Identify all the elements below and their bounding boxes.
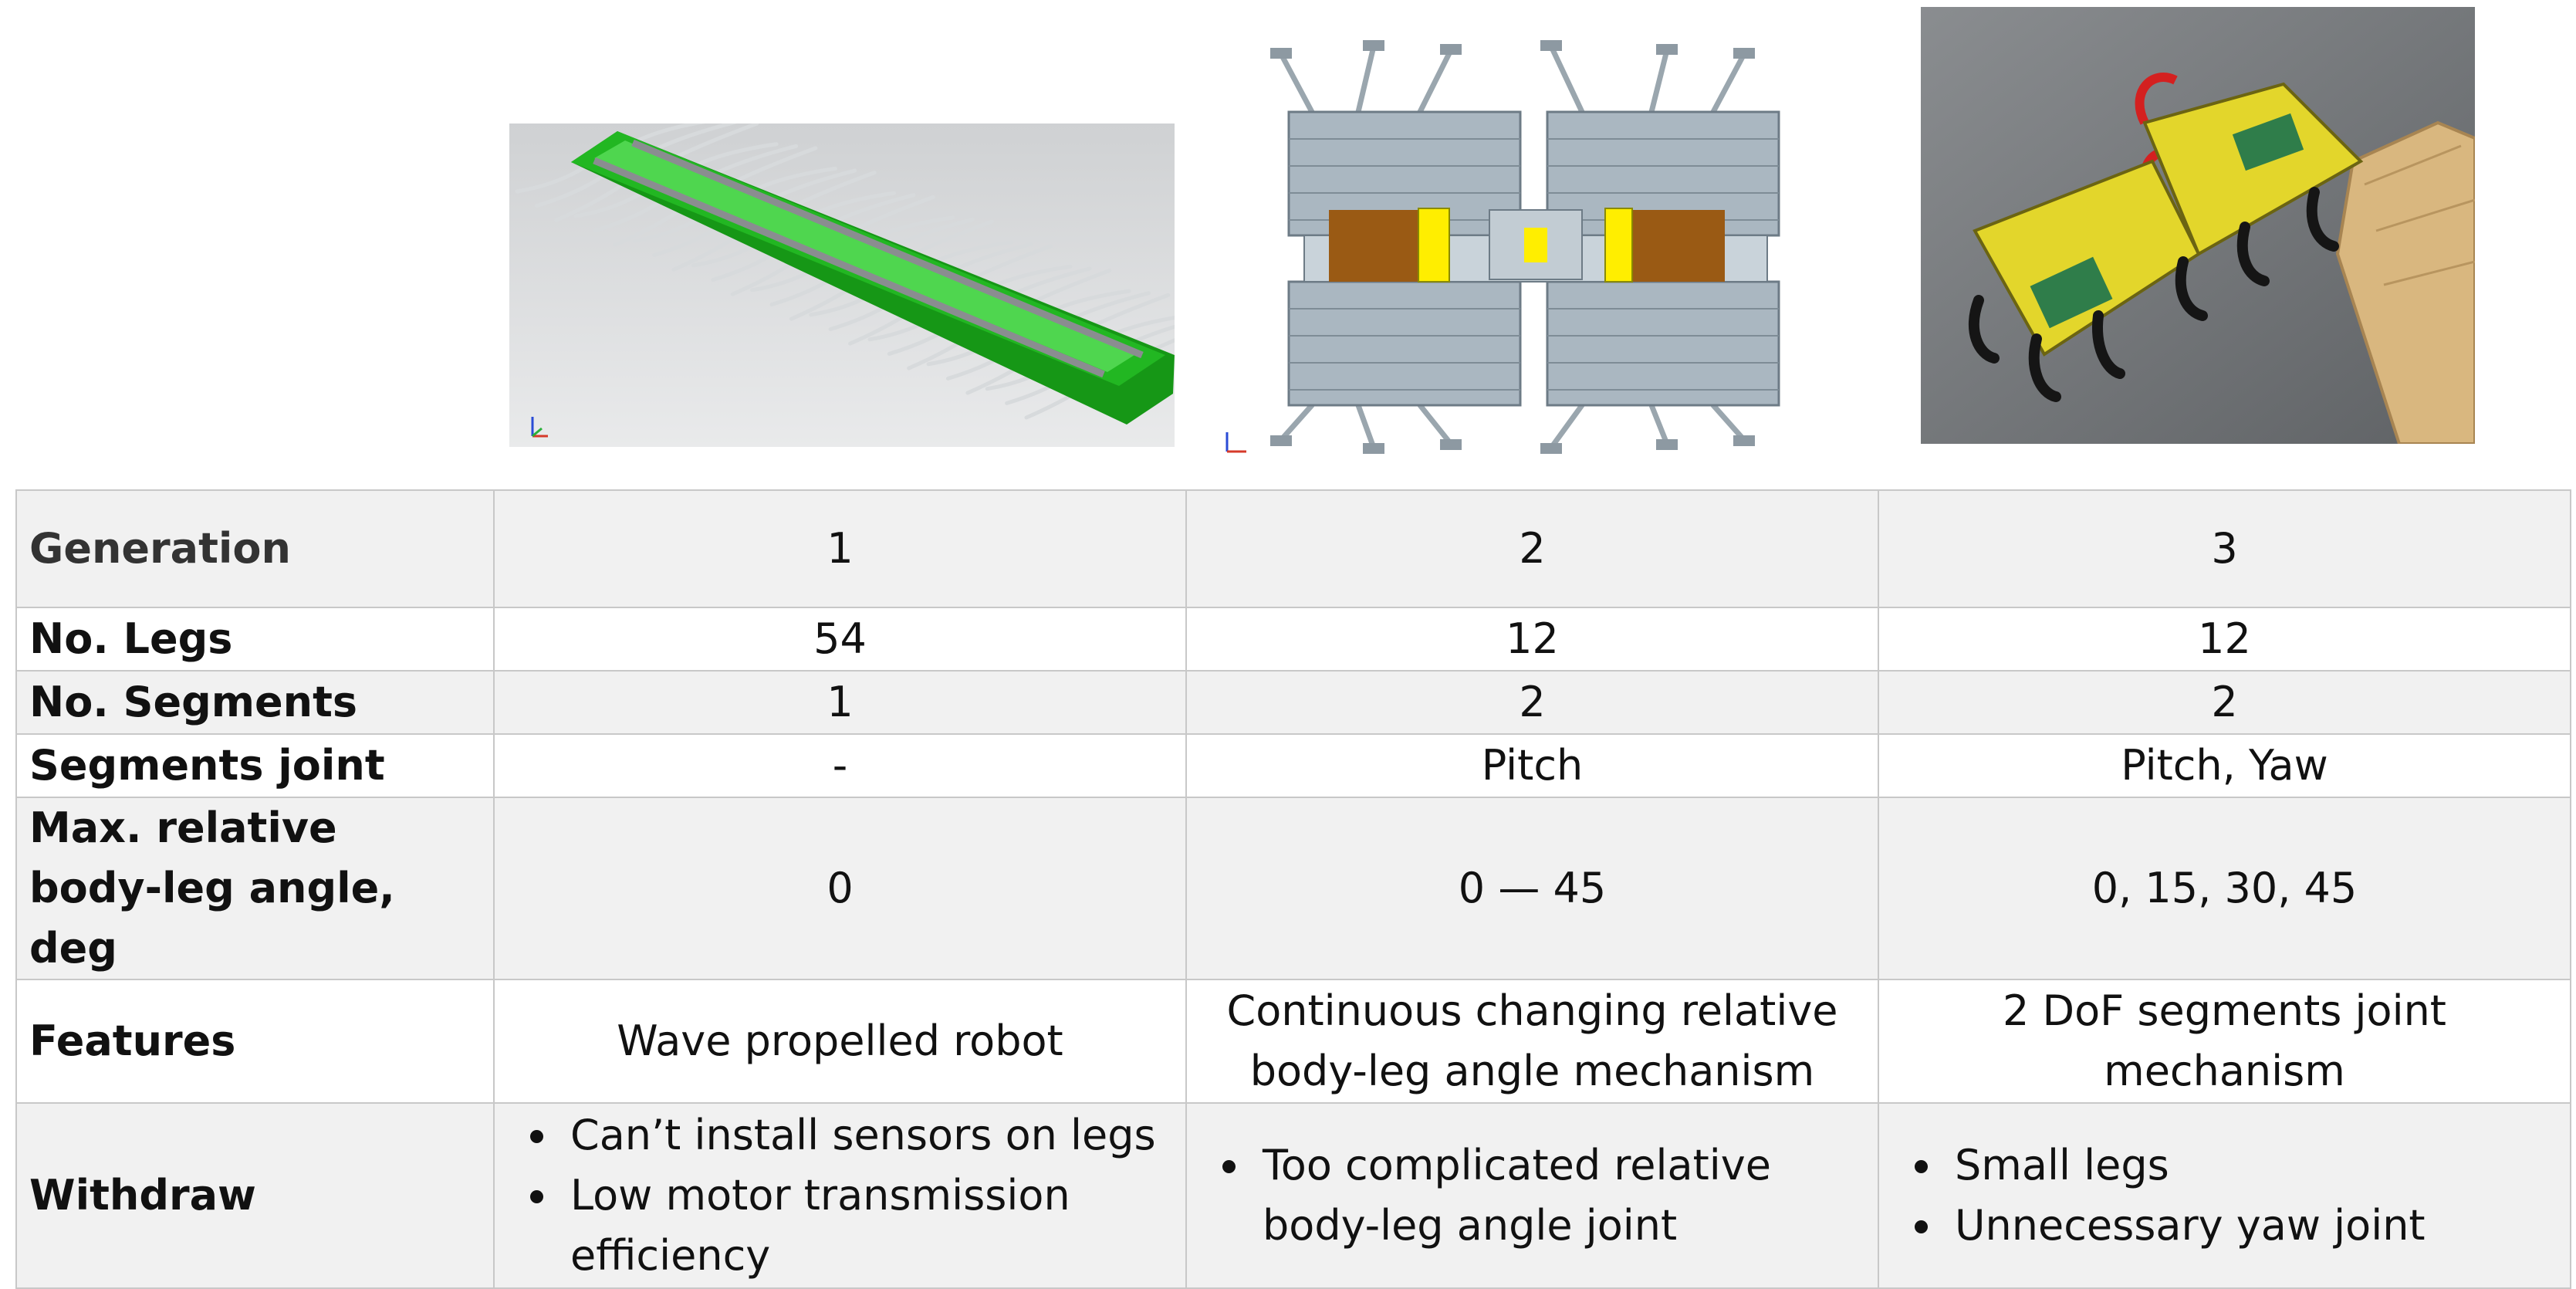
row-label-segments: No. Segments (15, 670, 495, 735)
table-row-legs: No. Legs 54 12 12 (15, 607, 2571, 672)
features-gen2-cell: Continuous changing relative body-leg an… (1185, 979, 1879, 1104)
leg-stroke (1278, 51, 1315, 115)
foot-pad (1733, 435, 1755, 446)
leg-stroke (1417, 402, 1454, 447)
list-item: Too complicated relative body-leg angle … (1253, 1135, 1865, 1256)
foot-pad (1540, 443, 1562, 454)
withdraw-gen2-list: Too complicated relative body-leg angle … (1199, 1135, 1865, 1256)
segments-gen3-cell: 2 (1878, 670, 2571, 735)
table-row-max-angle: Max. relative body-leg angle, deg 0 0 — … (15, 797, 2571, 980)
foot-pad (1363, 443, 1384, 454)
table-row-segments: No. Segments 1 2 2 (15, 670, 2571, 735)
foot-pad (1540, 40, 1562, 51)
withdraw-gen1-cell: Can’t install sensors on legs Low motor … (493, 1102, 1187, 1289)
leg-stroke (630, 123, 706, 145)
leg-stroke (1355, 43, 1377, 115)
legs-gen3-cell: 12 (1878, 607, 2571, 672)
generation-2-robot-image (1219, 31, 1806, 463)
foot-pad (1440, 439, 1462, 450)
leg-stroke (1648, 47, 1670, 115)
leg-stroke (1548, 43, 1585, 115)
leg-stroke (670, 123, 759, 161)
row-label-max-angle-line-1: Max. relative (29, 804, 337, 852)
leg-stroke (1710, 51, 1747, 115)
row-label-features: Features (15, 979, 495, 1104)
angle-gen2-cell: 0 — 45 (1185, 797, 1879, 980)
list-item: Unnecessary yaw joint (1946, 1196, 2557, 1256)
features-gen1-line-1: Wave propelled robot (617, 1017, 1063, 1065)
foot-pad (1270, 48, 1292, 59)
robot-generations-table: Generation 1 2 3 No. Legs 54 12 12 No. S… (15, 489, 2571, 1289)
leg-stroke (1710, 402, 1747, 443)
generation-3-robot-photo (1921, 7, 2475, 444)
withdraw-gen2-cell: Too complicated relative body-leg angle … (1185, 1102, 1879, 1289)
generation-1-robot-image (509, 123, 1175, 447)
list-item: Small legs (1946, 1135, 2557, 1196)
foot-pad (1656, 439, 1678, 450)
table-row-features: Features Wave propelled robot Continuous… (15, 979, 2571, 1104)
table-row-withdraw: Withdraw Can’t install sensors on legs L… (15, 1102, 2571, 1289)
features-gen2-line-2: body-leg angle mechanism (1249, 1047, 1815, 1095)
foot-pad (1270, 435, 1292, 446)
list-item: Low motor transmission efficiency (561, 1166, 1173, 1286)
withdraw-gen3-list: Small legs Unnecessary yaw joint (1891, 1135, 2557, 1256)
features-gen2-line-1: Continuous changing relative (1226, 986, 1838, 1035)
leg-stroke (1278, 402, 1315, 443)
foot-pad (1656, 44, 1678, 55)
joint-gen1-cell: - (493, 733, 1187, 798)
features-gen1-cell: Wave propelled robot (493, 979, 1187, 1104)
foot-pad (1363, 40, 1384, 51)
legs-gen2-cell: 12 (1185, 607, 1879, 672)
leg-stroke (1417, 47, 1454, 115)
row-label-segments-joint: Segments joint (15, 733, 495, 798)
segments-gen1-cell: 1 (493, 670, 1187, 735)
row-label-max-angle-line-2: body-leg angle, deg (29, 864, 395, 973)
features-gen3-line-2: mechanism (2104, 1047, 2345, 1095)
axis-triad-icon (531, 417, 548, 438)
angle-gen3-cell: 0, 15, 30, 45 (1878, 797, 2571, 980)
row-label-max-angle: Max. relative body-leg angle, deg (15, 797, 495, 980)
leg-stroke (1648, 402, 1670, 447)
features-gen3-cell: 2 DoF segments joint mechanism (1878, 979, 2571, 1104)
angle-gen1-cell: 0 (493, 797, 1187, 980)
generation-2-cell: 2 (1185, 489, 1879, 608)
foot-pad (1733, 48, 1755, 59)
segments-gen2-cell: 2 (1185, 670, 1879, 735)
leg-stroke (1548, 402, 1585, 451)
list-item: Can’t install sensors on legs (561, 1105, 1173, 1166)
row-label-generation: Generation (15, 489, 495, 608)
row-label-withdraw: Withdraw (15, 1102, 495, 1289)
joint-gen2-cell: Pitch (1185, 733, 1879, 798)
joint-gen3-cell: Pitch, Yaw (1878, 733, 2571, 798)
row-label-legs: No. Legs (15, 607, 495, 672)
leg-stroke (1355, 402, 1377, 451)
axis-triad-icon (1225, 432, 1246, 453)
leg-stroke (650, 123, 739, 154)
generation-3-cell: 3 (1878, 489, 2571, 608)
table-row-segments-joint: Segments joint - Pitch Pitch, Yaw (15, 733, 2571, 798)
withdraw-gen1-list: Can’t install sensors on legs Low motor … (507, 1105, 1173, 1286)
features-gen3-line-1: 2 DoF segments joint (2003, 986, 2446, 1035)
foot-pad (1440, 44, 1462, 55)
table-row-generation: Generation 1 2 3 (15, 489, 2571, 608)
withdraw-gen3-cell: Small legs Unnecessary yaw joint (1878, 1102, 2571, 1289)
generation-1-cell: 1 (493, 489, 1187, 608)
legs-gen1-cell: 54 (493, 607, 1187, 672)
